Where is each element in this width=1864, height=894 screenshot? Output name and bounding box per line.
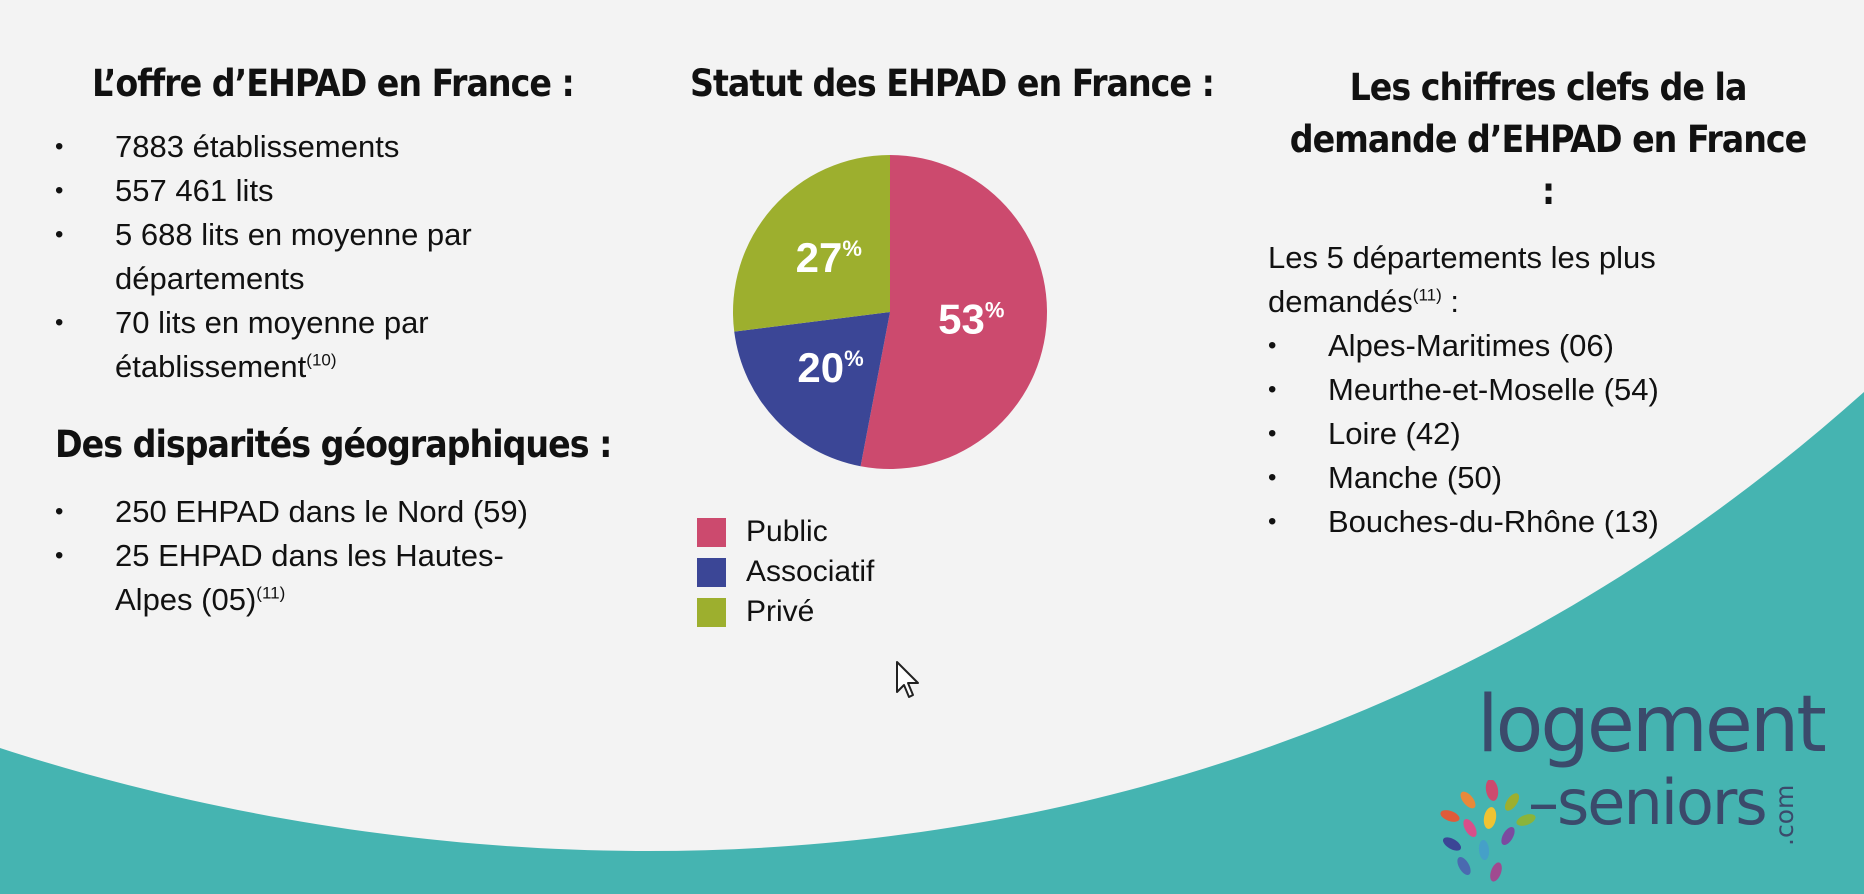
demand-heading: Les chiffres clefs de la demande d’EHPAD… xyxy=(1289,66,1807,213)
footnote-ref: (11) xyxy=(1412,285,1442,305)
pie-slice-public xyxy=(860,155,1047,469)
legend-label: Privé xyxy=(746,595,815,628)
list-item: 7883 établissements xyxy=(55,125,615,169)
list-item: Meurthe-et-Moselle (54) xyxy=(1268,368,1828,412)
list-item-text: 5 688 lits en moyenne par départements xyxy=(115,217,472,296)
geo-list: 250 EHPAD dans le Nord (59) 25 EHPAD dan… xyxy=(55,490,615,622)
logo-text-logement: logement xyxy=(1477,680,1827,770)
legend-label: Public xyxy=(746,515,828,548)
list-item-text: 25 EHPAD dans les Hautes-Alpes (05) xyxy=(115,538,504,617)
list-item-text: 250 EHPAD dans le Nord (59) xyxy=(115,494,528,529)
footnote-ref: (11) xyxy=(256,583,286,603)
list-item: 250 EHPAD dans le Nord (59) xyxy=(55,490,615,534)
list-item-text: 557 461 lits xyxy=(115,173,274,208)
legend-swatch xyxy=(697,557,726,587)
demand-list: Alpes-Maritimes (06) Meurthe-et-Moselle … xyxy=(1268,324,1828,544)
list-item-text: Bouches-du-Rhône (13) xyxy=(1328,504,1659,539)
list-item-text: 70 lits en moyenne par établissement xyxy=(115,305,429,384)
demand-section: Les chiffres clefs de la demande d’EHPAD… xyxy=(1268,62,1828,544)
offer-section: L’offre d’EHPAD en France : 7883 établis… xyxy=(55,62,615,622)
list-item: 5 688 lits en moyenne par départements xyxy=(55,213,585,301)
chart-legend: Public Associatif Privé xyxy=(697,512,874,632)
pie-slice-associatif xyxy=(734,312,890,467)
list-item: 70 lits en moyenne par établissement(10) xyxy=(55,301,535,389)
list-item-text: Loire (42) xyxy=(1328,416,1461,451)
list-item: Manche (50) xyxy=(1268,456,1828,500)
cursor-icon xyxy=(896,661,919,698)
list-item-text: Meurthe-et-Moselle (54) xyxy=(1328,372,1659,407)
legend-swatch xyxy=(697,597,726,627)
list-item: 557 461 lits xyxy=(55,169,615,213)
list-item-text: 7883 établissements xyxy=(115,129,400,164)
legend-item-associatif: Associatif xyxy=(697,552,874,592)
legend-swatch xyxy=(697,517,726,547)
list-item: Loire (42) xyxy=(1268,412,1828,456)
legend-item-public: Public xyxy=(697,512,874,552)
chart-title: Statut des EHPAD en France : xyxy=(690,62,1215,105)
pie-slice-privé xyxy=(733,155,890,332)
legend-label: Associatif xyxy=(746,555,875,588)
list-item-text: Alpes-Maritimes (06) xyxy=(1328,328,1614,363)
logo: logement –seniors .com xyxy=(1430,680,1827,886)
footnote-ref: (10) xyxy=(306,350,337,370)
geo-heading: Des disparités géographiques : xyxy=(55,423,612,466)
demand-intro-text: Les 5 départements les plus demandés xyxy=(1268,240,1656,319)
list-item: Bouches-du-Rhône (13) xyxy=(1268,500,1828,544)
list-item: Alpes-Maritimes (06) xyxy=(1268,324,1828,368)
logo-text-seniors: –seniors xyxy=(1528,766,1768,839)
pie-label-public: 53% xyxy=(938,296,1004,343)
pie-chart: 53%20%27% xyxy=(733,155,1047,469)
legend-item-prive: Privé xyxy=(697,592,874,632)
logo-flower-icon xyxy=(1440,780,1536,882)
logo-text-com: .com xyxy=(1770,784,1799,846)
list-item: 25 EHPAD dans les Hautes-Alpes (05)(11) xyxy=(55,534,575,622)
list-item-text: Manche (50) xyxy=(1328,460,1503,495)
demand-intro: Les 5 départements les plus demandés(11)… xyxy=(1268,236,1708,324)
demand-intro-suffix: : xyxy=(1441,284,1459,319)
offer-list: 7883 établissements 557 461 lits 5 688 l… xyxy=(55,125,615,389)
status-section: Statut des EHPAD en France : 53% 20% 27% P… xyxy=(660,62,1220,628)
offer-heading: L’offre d’EHPAD en France : xyxy=(92,62,575,105)
